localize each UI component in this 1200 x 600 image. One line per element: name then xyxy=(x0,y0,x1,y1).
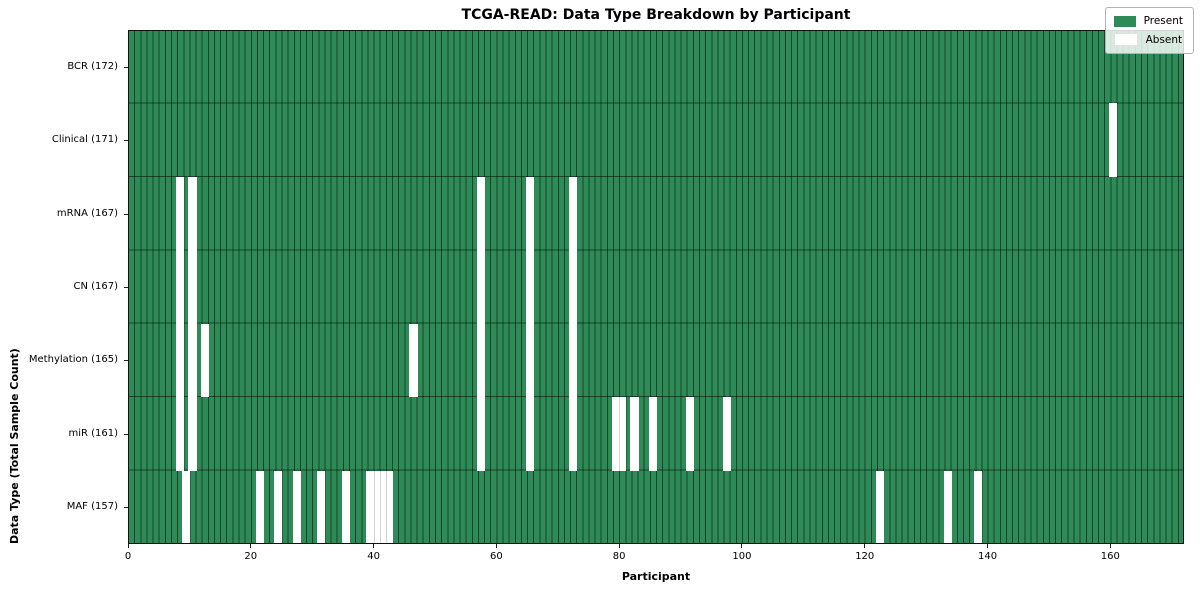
y-tick-label: BCR (172) xyxy=(67,60,118,72)
y-tick-mark xyxy=(124,507,128,509)
legend-label-absent: Absent xyxy=(1145,33,1183,46)
absent-bar xyxy=(200,323,209,398)
absent-swatch xyxy=(1113,33,1138,46)
absent-bar xyxy=(1109,103,1118,177)
absent-bar xyxy=(255,470,265,544)
plot-area xyxy=(128,30,1184,544)
absent-bar xyxy=(526,176,535,251)
legend-item-absent: Absent xyxy=(1113,33,1183,46)
absent-bar xyxy=(526,323,535,398)
absent-bar xyxy=(569,323,578,398)
x-tick-mark xyxy=(618,544,620,548)
y-tick-label: Clinical (171) xyxy=(51,134,118,146)
absent-bar xyxy=(476,397,486,471)
absent-bar xyxy=(176,250,185,324)
x-tick-mark xyxy=(495,544,497,548)
absent-bar xyxy=(188,323,197,398)
y-tick-label: CN (167) xyxy=(73,281,118,292)
absent-bar xyxy=(188,176,197,251)
absent-run-divider xyxy=(373,470,375,544)
x-tick-label: 160 xyxy=(1100,551,1120,562)
absent-bar xyxy=(476,323,486,398)
legend: Present Absent xyxy=(1104,7,1194,54)
absent-bar xyxy=(182,470,191,544)
absent-bar xyxy=(176,176,185,251)
absent-run-divider xyxy=(379,470,381,544)
y-tick-label: mRNA (167) xyxy=(56,207,118,219)
absent-run-divider xyxy=(385,470,387,544)
y-tick-mark xyxy=(124,433,128,435)
x-tick-label: 100 xyxy=(732,551,752,562)
absent-bar xyxy=(974,470,983,544)
x-tick-mark xyxy=(250,544,252,548)
absent-bar xyxy=(943,470,952,544)
x-tick-label: 140 xyxy=(977,551,998,562)
absent-bar xyxy=(685,397,694,471)
x-tick-label: 40 xyxy=(367,551,380,562)
absent-bar xyxy=(317,470,326,544)
absent-bar xyxy=(526,397,535,471)
x-tick-label: 80 xyxy=(612,551,626,562)
absent-bar xyxy=(612,397,627,471)
x-tick-mark xyxy=(127,544,129,548)
absent-bar xyxy=(722,397,731,471)
absent-bar xyxy=(569,397,578,471)
absent-run-divider xyxy=(619,397,621,471)
absent-bar xyxy=(176,397,185,471)
x-tick-mark xyxy=(741,544,743,548)
absent-bar xyxy=(876,470,885,544)
y-tick-mark xyxy=(124,140,128,142)
absent-bar xyxy=(366,470,393,544)
absent-bar xyxy=(569,176,578,251)
absent-bar xyxy=(648,397,657,471)
absent-bar xyxy=(526,250,535,324)
chart-title: TCGA-READ: Data Type Breakdown by Partic… xyxy=(461,7,851,23)
x-tick-label: 0 xyxy=(124,551,132,562)
absent-bar xyxy=(274,470,283,544)
absent-bar xyxy=(409,323,418,398)
y-tick-label: MAF (157) xyxy=(66,501,118,513)
y-tick-mark xyxy=(124,66,128,68)
absent-bar xyxy=(476,176,486,251)
y-tick-mark xyxy=(124,213,128,215)
absent-bar xyxy=(292,470,301,544)
y-tick-label: Methylation (165) xyxy=(28,354,118,366)
x-tick-label: 20 xyxy=(244,551,258,562)
legend-label-present: Present xyxy=(1143,15,1183,27)
y-tick-label: miR (161) xyxy=(68,427,118,439)
x-tick-mark xyxy=(864,544,866,548)
absent-bar xyxy=(569,250,578,324)
x-tick-label: 120 xyxy=(855,551,875,562)
absent-bar xyxy=(176,323,185,398)
present-swatch xyxy=(1113,15,1136,27)
absent-bar xyxy=(341,470,350,544)
x-tick-mark xyxy=(1109,544,1111,548)
y-tick-mark xyxy=(124,360,128,362)
y-tick-mark xyxy=(124,287,128,288)
x-tick-mark xyxy=(373,544,375,548)
x-tick-mark xyxy=(987,544,989,548)
absent-bar xyxy=(476,250,486,324)
absent-bar xyxy=(188,250,197,324)
x-tick-label: 60 xyxy=(489,551,503,562)
absent-bar xyxy=(188,397,197,471)
x-axis-label: Participant xyxy=(621,570,691,583)
legend-item-present: Present xyxy=(1113,15,1183,27)
absent-bar xyxy=(630,397,639,471)
